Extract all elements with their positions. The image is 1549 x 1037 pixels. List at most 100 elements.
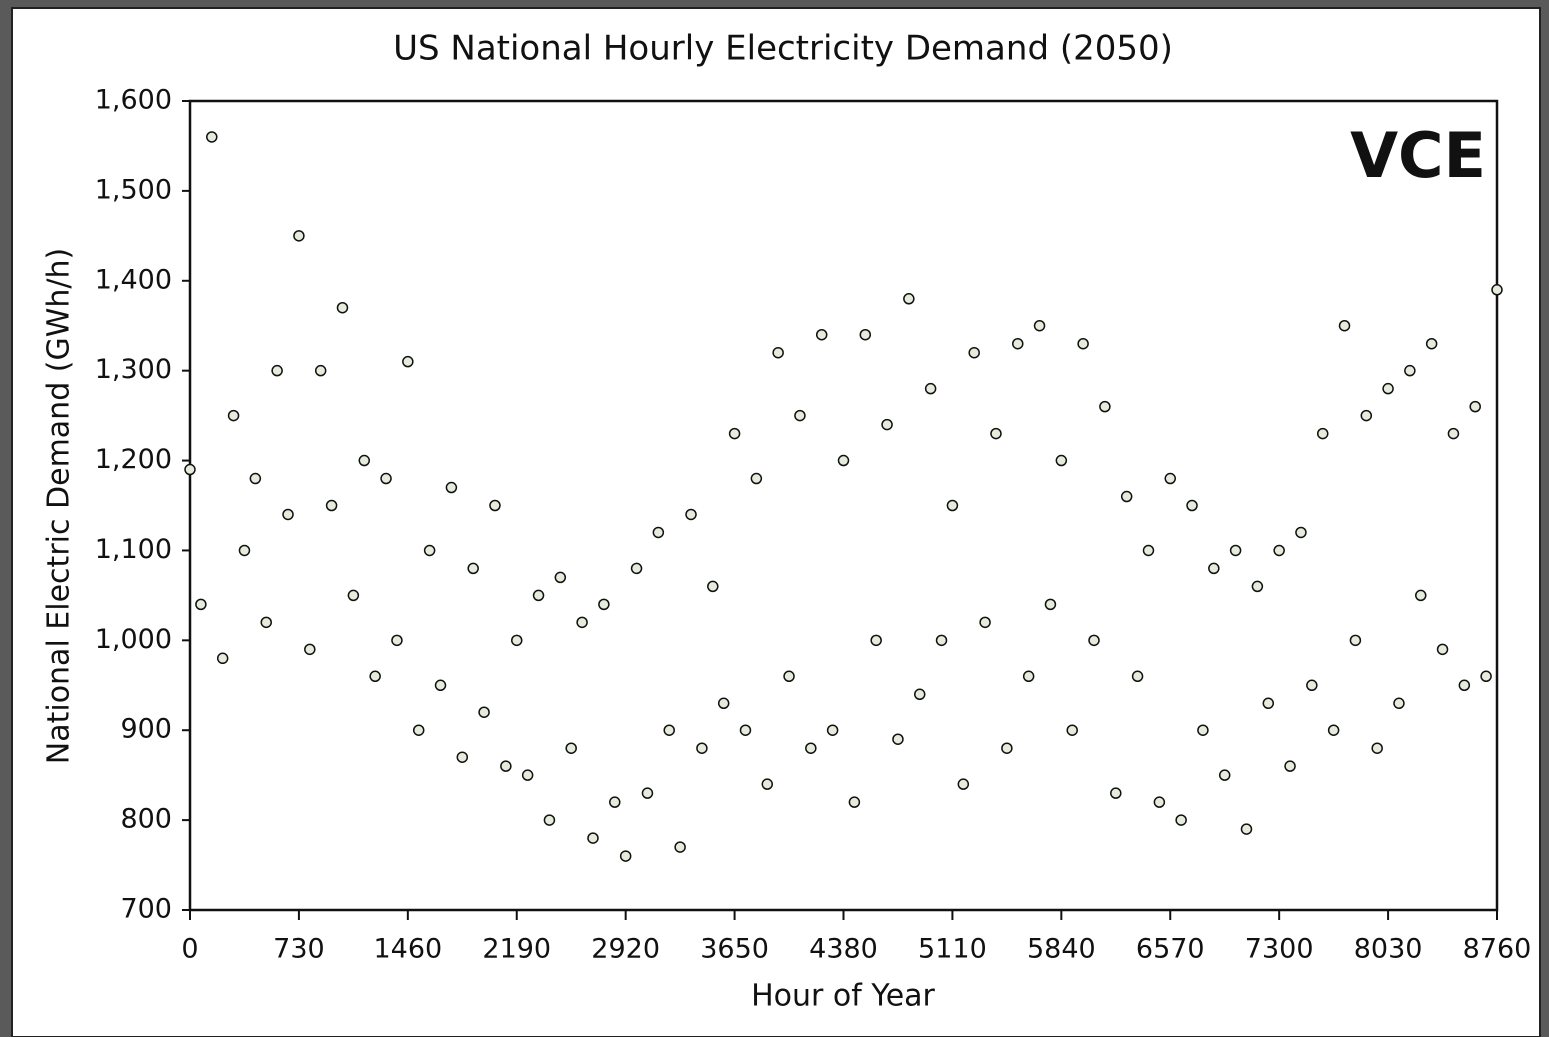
y-tick-label: 700 (120, 894, 172, 925)
data-point (598, 598, 610, 611)
data-point (380, 472, 392, 485)
x-tick-label: 8760 (1463, 934, 1532, 965)
data-point (1393, 697, 1405, 710)
data-point (1295, 526, 1307, 539)
y-tick-label: 1,600 (95, 85, 172, 116)
x-tick-label: 5840 (1027, 934, 1096, 965)
x-tick-label: 7300 (1245, 934, 1314, 965)
data-point (609, 796, 621, 808)
data-point (815, 328, 828, 341)
data-point (924, 382, 937, 395)
x-tick-label: 4380 (809, 934, 878, 965)
data-point (314, 364, 327, 377)
data-point (859, 328, 872, 341)
data-point (532, 589, 545, 602)
data-point (805, 742, 817, 754)
data-point (1480, 670, 1492, 683)
x-tick-label: 730 (273, 934, 325, 965)
y-tick-label: 1,400 (95, 264, 172, 295)
data-point (445, 481, 458, 494)
data-point (881, 418, 893, 431)
data-point (358, 454, 371, 467)
data-point (565, 742, 577, 754)
data-point (347, 589, 360, 602)
data-point (1360, 409, 1373, 422)
y-tick-label: 1,200 (95, 444, 172, 475)
data-point (434, 679, 447, 692)
data-point (1382, 382, 1394, 395)
data-point (587, 832, 599, 844)
data-point (304, 643, 316, 656)
data-point (1306, 679, 1318, 692)
chart-title: US National Hourly Electricity Demand (2… (393, 29, 1173, 69)
data-point (325, 499, 338, 512)
data-point (707, 580, 719, 593)
data-point (1338, 319, 1351, 332)
data-point (1131, 670, 1144, 683)
data-point (271, 364, 283, 377)
x-tick-label: 2190 (482, 934, 551, 965)
data-point (1240, 823, 1253, 835)
data-point (1218, 769, 1231, 781)
data-point (1284, 760, 1296, 772)
data-point (500, 760, 512, 772)
data-point (1175, 814, 1187, 826)
data-point (946, 499, 959, 512)
data-point (521, 769, 534, 781)
data-point (870, 634, 882, 647)
data-point (652, 526, 665, 539)
data-point (1251, 580, 1264, 593)
data-point (641, 787, 654, 799)
data-point (619, 850, 632, 862)
data-point (238, 544, 251, 557)
data-point (478, 706, 490, 718)
data-point (794, 409, 806, 422)
data-point (1447, 427, 1460, 440)
data-point (216, 652, 229, 665)
data-point (892, 733, 904, 745)
y-tick-label: 1,100 (95, 534, 172, 565)
data-point (336, 301, 349, 314)
logo: VCE (1350, 119, 1486, 192)
data-point (1371, 742, 1383, 754)
data-point (456, 751, 469, 763)
data-point (260, 616, 272, 629)
data-point (1142, 544, 1155, 557)
data-point (1425, 337, 1438, 350)
data-point (826, 724, 839, 736)
data-point (1110, 787, 1122, 799)
data-point (576, 616, 588, 629)
data-point (783, 670, 795, 683)
data-point (195, 598, 207, 611)
data-point (1197, 724, 1209, 736)
data-point (663, 724, 675, 736)
data-point (750, 472, 763, 485)
data-point (1415, 589, 1427, 602)
data-point (674, 841, 686, 853)
data-point (1469, 400, 1481, 413)
data-point (1262, 697, 1275, 710)
data-point (1327, 724, 1340, 736)
x-tick-label: 0 (181, 934, 198, 965)
data-point (1012, 337, 1024, 350)
y-tick-label: 1,000 (95, 624, 172, 655)
data-point (1120, 490, 1133, 503)
data-point (1033, 319, 1046, 332)
y-tick-label: 1,300 (95, 354, 172, 385)
data-point (489, 499, 501, 512)
data-point (1316, 427, 1329, 440)
x-tick-label: 5110 (918, 934, 987, 965)
data-point (837, 454, 850, 467)
data-point (1055, 454, 1068, 467)
data-point (728, 427, 741, 440)
data-point (511, 634, 523, 647)
chart-panel (11, 7, 1541, 1037)
data-point (739, 724, 752, 736)
data-point (685, 508, 697, 521)
data-point (968, 346, 980, 359)
data-point (1186, 499, 1198, 512)
data-point (402, 355, 414, 368)
y-tick-label: 900 (120, 714, 172, 745)
y-axis-label: National Electric Demand (GWh/h) (42, 248, 77, 764)
x-tick-label: 1460 (373, 934, 442, 965)
